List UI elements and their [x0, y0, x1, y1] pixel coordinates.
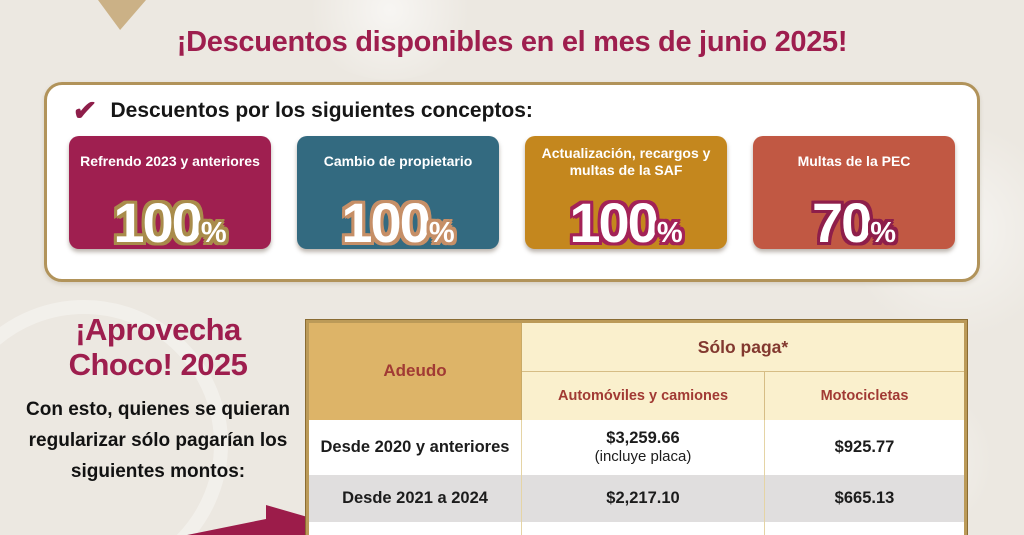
page-title: ¡Descuentos disponibles en el mes de jun… [176, 26, 848, 58]
promo-title-line2: Choco! 2025 [68, 347, 248, 383]
discount-number: 100 [113, 190, 202, 254]
table-subheader-row: Automóviles y camiones Motocicletas [308, 371, 966, 420]
discount-percentage: 100% [69, 194, 271, 250]
discount-number: 100 [341, 190, 430, 254]
promo-column: ¡Aprovecha Choco! 2025 Con esto, quienes… [16, 312, 300, 487]
percent-sign: % [428, 216, 455, 249]
percent-sign: % [870, 216, 897, 249]
concepts-box: ✔ Descuentos por los siguientes concepto… [44, 82, 980, 282]
discount-percentage: 100% [525, 194, 727, 250]
amount: $3,259.66 [606, 428, 680, 447]
promo-title-line1: ¡Aprovecha [75, 312, 241, 347]
discount-card-cambio-propietario: Cambio de propietario 100% [297, 136, 499, 250]
discount-percentage: 70% [753, 194, 955, 250]
discount-card-refrendo: Refrendo 2023 y anteriores 100% [69, 136, 271, 250]
cell-motos: $925.77 [834, 437, 895, 456]
payment-table: Adeudo Sólo paga* Automóviles y camiones… [306, 320, 967, 535]
cell-adeudo: 2025 [307, 521, 522, 535]
column-header-adeudo: Adeudo [307, 321, 522, 420]
discount-number: 100 [569, 190, 658, 254]
discount-card-label: Multas de la PEC [797, 153, 911, 170]
percent-sign: % [656, 216, 683, 249]
table-row: Desde 2021 a 2024 $2,217.10 $665.13 [307, 474, 966, 522]
promo-title: ¡Aprovecha Choco! 2025 [16, 312, 300, 382]
table-row: Desde 2020 y anteriores $3,259.66 (inclu… [307, 419, 966, 475]
cell-adeudo: Desde 2020 y anteriores [307, 419, 522, 475]
discount-number: 70 [811, 190, 872, 254]
cell-adeudo: Desde 2021 a 2024 [307, 474, 522, 522]
column-header-solo-paga: Sólo paga* [521, 321, 966, 372]
cell-autos: $2,217.10 [521, 474, 765, 522]
column-header-motocicletas: Motocicletas [764, 371, 966, 420]
amount-note: (incluye placa) [594, 447, 692, 465]
discount-card-actualizacion-saf: Actualización, recargos y multas de la S… [525, 136, 727, 250]
discount-card-label: Refrendo 2023 y anteriores [80, 153, 260, 170]
discount-percentage: 100% [297, 194, 499, 250]
cell-autos: $1,471.14 [521, 521, 765, 535]
table-row: 2025 $1,471.14 $772.42 [307, 521, 966, 535]
column-header-automoviles: Automóviles y camiones [521, 371, 765, 420]
promo-body-text: Con esto, quienes se quieran regularizar… [26, 399, 290, 482]
concepts-heading-row: ✔ Descuentos por los siguientes concepto… [47, 85, 977, 126]
percent-sign: % [200, 216, 227, 249]
checkmark-icon: ✔ [71, 95, 99, 126]
discount-cards-row: Refrendo 2023 y anteriores 100% Cambio d… [47, 125, 977, 250]
discount-card-label: Cambio de propietario [323, 153, 473, 170]
cell-motos: $665.13 [834, 488, 895, 507]
table-header-row: Adeudo Sólo paga* [307, 321, 966, 420]
cell-motos: $772.42 [765, 522, 966, 535]
cell-autos: $3,259.66 (incluye placa) [521, 419, 765, 475]
discount-card-multas-pec: Multas de la PEC 70% [753, 136, 955, 250]
concepts-heading: Descuentos por los siguientes conceptos: [110, 99, 533, 122]
discount-card-label: Actualización, recargos y multas de la S… [541, 144, 711, 179]
